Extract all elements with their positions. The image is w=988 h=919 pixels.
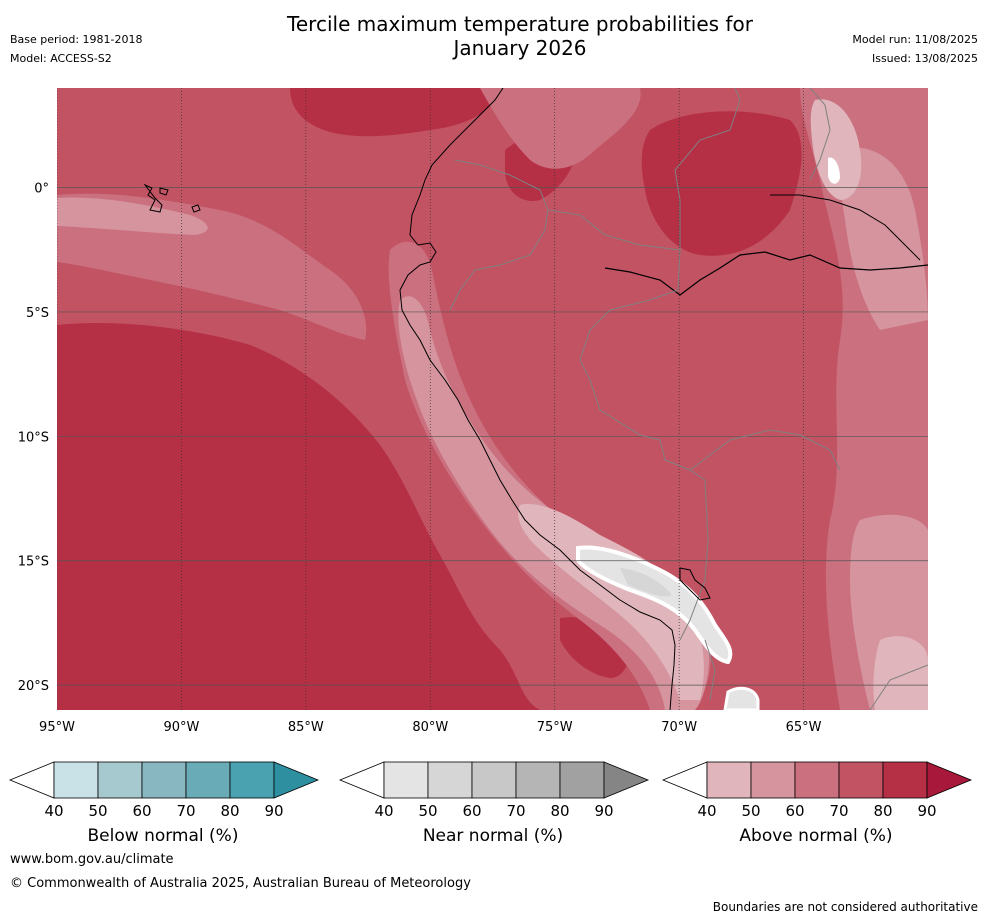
colorbar-segment <box>559 761 605 799</box>
base-period: Base period: 1981-2018 <box>10 33 143 46</box>
latitude-tick-label: 5°S <box>26 306 49 321</box>
colorbar-tick-label: 90 <box>917 802 936 820</box>
map-title: Tercile maximum temperature probabilitie… <box>200 12 840 60</box>
colorbar-segment <box>750 761 796 799</box>
colorbar-extend-high <box>273 761 320 799</box>
colorbar-tick-label: 50 <box>418 802 437 820</box>
colorbar-tick-label: 50 <box>88 802 107 820</box>
model-name: Model: ACCESS-S2 <box>10 52 112 65</box>
latitude-tick-label: 0° <box>34 182 49 197</box>
region-40-50-southeast <box>873 636 928 710</box>
colorbar-segment <box>53 761 99 799</box>
longitude-tick-label: 95°W <box>39 720 75 735</box>
colorbar-extend-low <box>8 761 55 799</box>
colorbar-tick-label: 50 <box>741 802 760 820</box>
galapagos-islands <box>143 183 201 213</box>
region-60-70-colombia <box>480 88 641 169</box>
colorbar-tick-label: 60 <box>462 802 481 820</box>
colorbar-extend-low <box>661 761 708 799</box>
model-run: Model run: 11/08/2025 <box>852 33 978 46</box>
metadata-left: Base period: 1981-2018 Model: ACCESS-S2 <box>10 30 142 68</box>
graticule <box>57 88 928 710</box>
colorbar-segment <box>383 761 429 799</box>
boundary-note: Boundaries are not considered authoritat… <box>712 900 978 914</box>
colorbar-segment <box>229 761 275 799</box>
longitude-tick-label: 75°W <box>537 720 573 735</box>
colorbar-extend-low <box>338 761 385 799</box>
colorbar-below-normal: 40 50 60 70 80 90 <box>8 761 320 820</box>
region-50-60-galapagos <box>57 197 208 235</box>
probability-field <box>57 88 928 710</box>
issued-date: Issued: 13/08/2025 <box>871 52 978 65</box>
colorbar-tick-label: 90 <box>594 802 613 820</box>
colorbar-tick-label: 60 <box>132 802 151 820</box>
colorbar-segment <box>97 761 143 799</box>
legend-above-label: Above normal (%) <box>739 826 893 846</box>
longitude-labels: 95°W 90°W 85°W 80°W 75°W 70°W 65°W <box>39 720 822 735</box>
colorbar-extend-high <box>926 761 973 799</box>
region-80-90-pacific <box>57 322 540 710</box>
title-line-1: Tercile maximum temperature probabilitie… <box>287 12 753 36</box>
colorbar-tick-label: 40 <box>374 802 393 820</box>
colorbar-tick-label: 70 <box>506 802 525 820</box>
region-near-normal-altiplano <box>576 545 733 665</box>
colorbar-tick-label: 80 <box>220 802 239 820</box>
region-40-50-andes <box>518 504 704 700</box>
legend-below-label: Below normal (%) <box>87 826 239 846</box>
longitude-tick-label: 65°W <box>786 720 822 735</box>
coastline <box>399 88 676 710</box>
colorbar-segment <box>794 761 840 799</box>
colorbar-above-normal: 40 50 60 70 80 90 <box>661 761 973 820</box>
legend-near-label: Near normal (%) <box>422 826 564 846</box>
lake-titicaca <box>679 567 711 601</box>
colorbar-tick-label: 80 <box>550 802 569 820</box>
colorbar-tick-label: 80 <box>873 802 892 820</box>
colorbar-segment <box>515 761 561 799</box>
colorbar-segment <box>706 761 752 799</box>
latitude-labels: 0° 5°S 10°S 15°S 20°S <box>18 182 49 695</box>
colorbar-tick-label: 90 <box>264 802 283 820</box>
title-line-2: January 2026 <box>453 36 587 60</box>
colorbar-tick-label: 70 <box>829 802 848 820</box>
region-80-90-south <box>180 600 266 659</box>
colorbar-segment <box>838 761 884 799</box>
longitude-tick-label: 85°W <box>288 720 324 735</box>
country-borders <box>449 88 928 710</box>
region-near-normal-amazon <box>828 157 840 184</box>
colorbar-segment <box>471 761 517 799</box>
colorbar-segment <box>427 761 473 799</box>
longitude-tick-label: 70°W <box>661 720 697 735</box>
colorbar-tick-label: 70 <box>176 802 195 820</box>
latitude-tick-label: 20°S <box>18 679 49 694</box>
colorbar-near-normal: 40 50 60 70 80 90 <box>338 761 650 820</box>
colorbar-tick-label: 40 <box>44 802 63 820</box>
colorbar-segment <box>882 761 928 799</box>
colorbar-extend-high <box>603 761 650 799</box>
latitude-tick-label: 15°S <box>18 555 49 570</box>
region-near-normal-bolivia <box>723 686 760 710</box>
region-50-60-east <box>839 147 928 330</box>
region-80-90-amazon <box>641 111 802 256</box>
copyright-text: © Commonwealth of Australia 2025, Austra… <box>10 876 471 891</box>
colorbar-tick-label: 40 <box>697 802 716 820</box>
metadata-right: Model run: 11/08/2025 Issued: 13/08/2025 <box>852 30 978 68</box>
region-80-90-north <box>290 88 500 137</box>
colorbar-tick-label: 60 <box>785 802 804 820</box>
coastline-river-upper <box>770 194 921 261</box>
latitude-tick-label: 10°S <box>18 430 49 445</box>
region-near-normal-altiplano-core <box>620 568 672 597</box>
region-40-50-east <box>810 99 862 200</box>
longitude-tick-label: 90°W <box>163 720 199 735</box>
colorbar-segment <box>141 761 187 799</box>
website-link[interactable]: www.bom.gov.au/climate <box>10 852 174 867</box>
colorbar-segment <box>185 761 231 799</box>
coastline-river-amazon <box>604 251 928 296</box>
longitude-tick-label: 80°W <box>412 720 448 735</box>
